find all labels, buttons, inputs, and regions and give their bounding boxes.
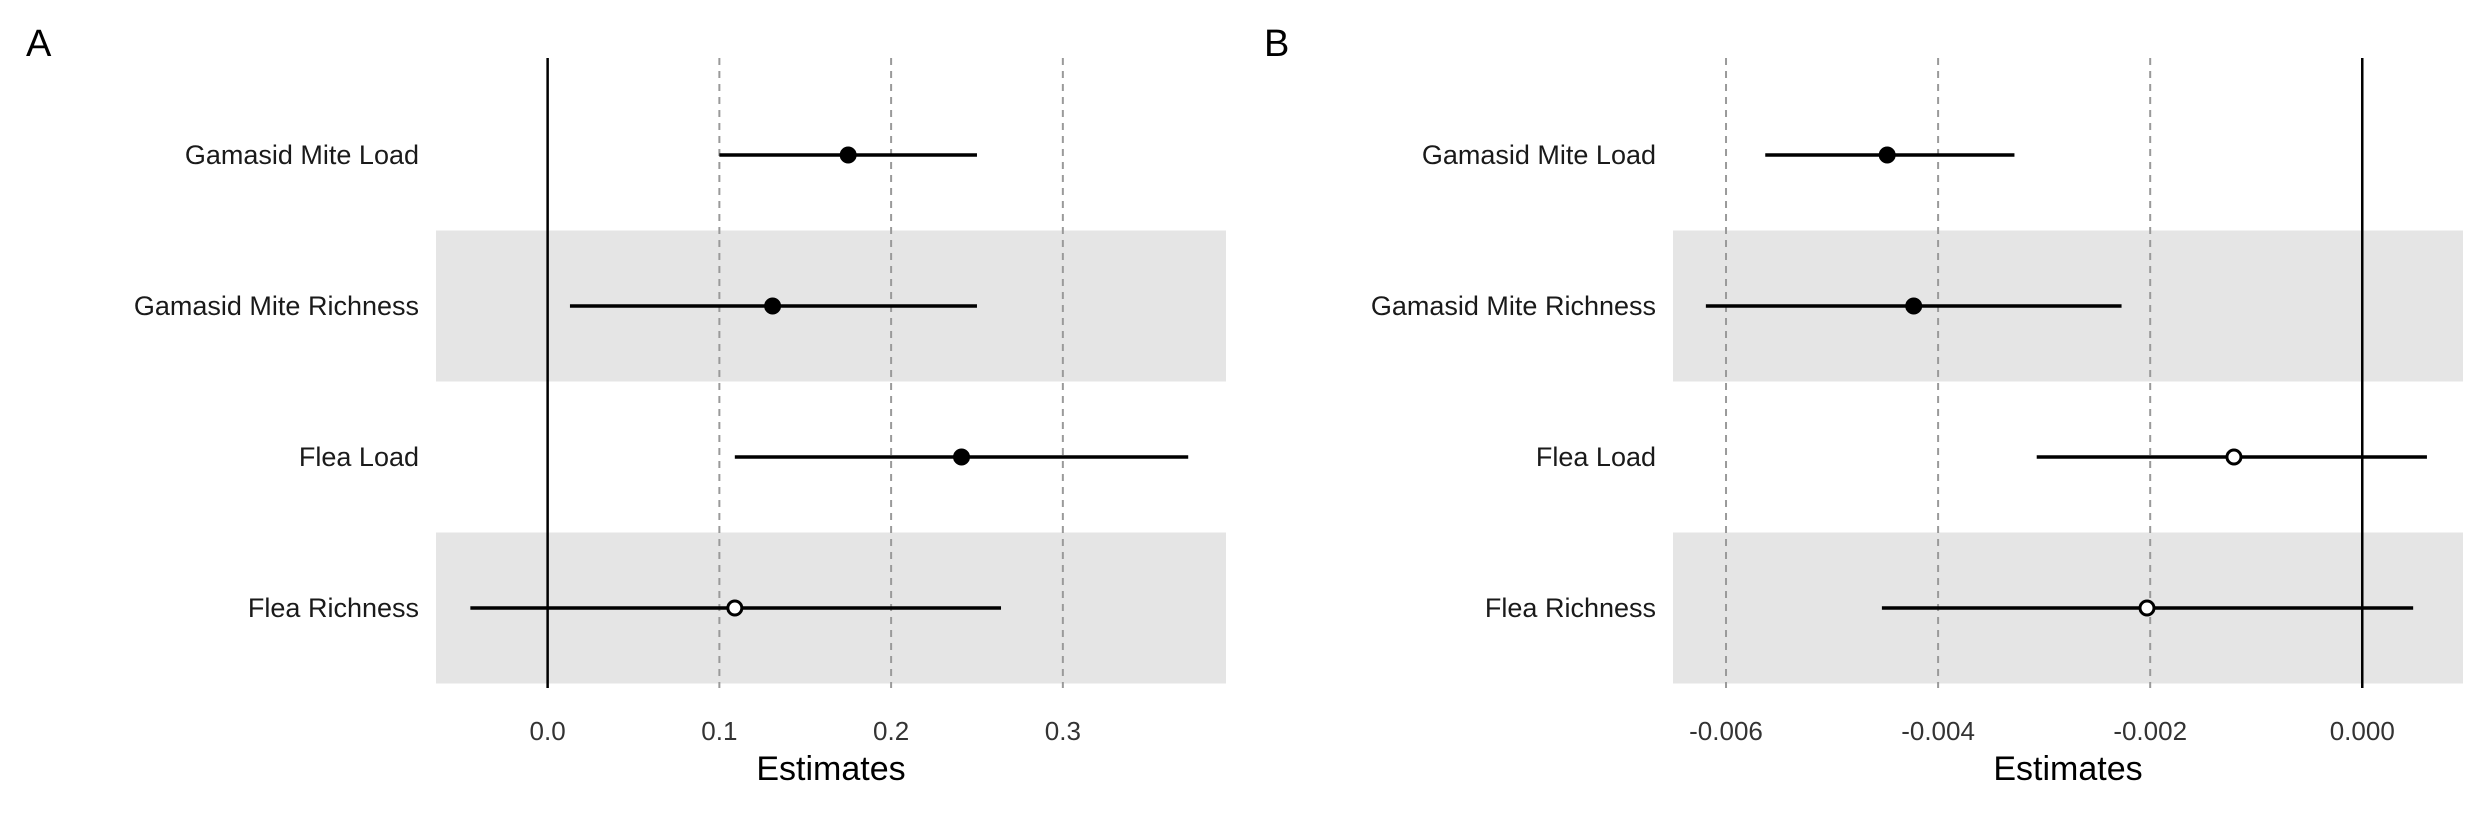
estimate-point bbox=[764, 297, 782, 315]
category-label: Gamasid Mite Load bbox=[1422, 140, 1656, 170]
x-axis-title: Estimates bbox=[1993, 750, 2142, 788]
estimate-point bbox=[1905, 297, 1923, 315]
category-label: Flea Load bbox=[299, 442, 419, 472]
panel-label: B bbox=[1264, 23, 1289, 65]
category-label: Flea Richness bbox=[1485, 593, 1656, 623]
estimate-point bbox=[2138, 599, 2156, 617]
estimate-point bbox=[839, 146, 857, 164]
chart-panel-a: A Gamasid Mite Load Gamasid Mite Richness F… bbox=[26, 23, 1226, 788]
estimate-point bbox=[953, 448, 971, 466]
x-tick-label: 0.0 bbox=[530, 716, 566, 746]
x-tick-label: -0.002 bbox=[2113, 716, 2187, 746]
category-label: Gamasid Mite Load bbox=[185, 140, 419, 170]
x-tick-label: 0.000 bbox=[2330, 716, 2395, 746]
category-label: Flea Load bbox=[1536, 442, 1656, 472]
chart-panel-b: B Gamasid Mite Load Gamasid Mite Richness F… bbox=[1264, 23, 2463, 788]
x-tick-label: 0.3 bbox=[1045, 716, 1081, 746]
category-label: Gamasid Mite Richness bbox=[1371, 291, 1656, 321]
category-label: Flea Richness bbox=[248, 593, 419, 623]
x-axis-title: Estimates bbox=[756, 750, 905, 788]
x-tick-label: -0.006 bbox=[1689, 716, 1763, 746]
x-tick-label: -0.004 bbox=[1901, 716, 1975, 746]
panel-label: A bbox=[26, 23, 52, 65]
x-tick-label: 0.1 bbox=[701, 716, 737, 746]
x-tick-label: 0.2 bbox=[873, 716, 909, 746]
estimate-point bbox=[2225, 448, 2243, 466]
category-label: Gamasid Mite Richness bbox=[134, 291, 419, 321]
estimate-point bbox=[1878, 146, 1896, 164]
estimate-point bbox=[726, 599, 744, 617]
